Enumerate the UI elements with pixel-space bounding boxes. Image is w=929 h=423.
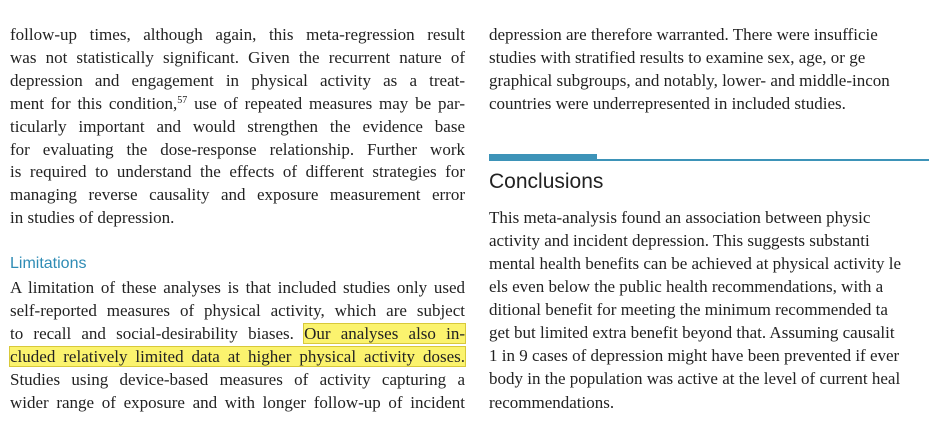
text-line: was not statistically significant. Given… bbox=[10, 48, 465, 67]
citation: 57 bbox=[177, 95, 188, 106]
text-line: activity and incident depression. This s… bbox=[489, 231, 870, 250]
text-line: depression are therefore warranted. Ther… bbox=[489, 25, 878, 44]
text-line: ticularly important and would strengthen… bbox=[10, 117, 465, 136]
text-line: studies with stratified results to exami… bbox=[489, 48, 866, 67]
text-line: to recall and social-desirability biases… bbox=[10, 323, 466, 345]
section-rule bbox=[597, 159, 929, 161]
text-line: els even below the public health recomme… bbox=[489, 277, 884, 296]
text-line: self-reported measures of physical activ… bbox=[10, 301, 465, 320]
text-line: mental health benefits can be achieved a… bbox=[489, 254, 902, 273]
text-line: graphical subgroups, and notably, lower-… bbox=[489, 71, 890, 90]
text-line: ment for this condition,57 use of repeat… bbox=[10, 93, 465, 115]
text-line: countries were underrepresented in inclu… bbox=[489, 94, 846, 113]
section-heading: Limitations bbox=[10, 255, 87, 272]
text: ment for this condition, bbox=[10, 94, 178, 113]
text-line: body in the population was active at the… bbox=[489, 369, 901, 388]
text-line: follow-up times, although again, this me… bbox=[10, 25, 465, 44]
text-line: ditional benefit for meeting the minimum… bbox=[489, 300, 888, 319]
text-line: cluded relatively limited data at higher… bbox=[9, 346, 466, 368]
text-line: Studies using device-based measures of a… bbox=[10, 370, 465, 389]
section-rule bbox=[489, 154, 597, 161]
highlighted-text: Our analyses also in- bbox=[303, 323, 466, 344]
text-line: This meta-analysis found an association … bbox=[489, 208, 871, 227]
text: use of repeated measures may be par- bbox=[194, 94, 466, 113]
text-line: in studies of depression. bbox=[10, 208, 175, 227]
text: to recall and social-desirability biases… bbox=[10, 324, 294, 343]
highlighted-text: cluded relatively limited data at higher… bbox=[9, 346, 466, 367]
text-line: 1 in 9 cases of depression might have be… bbox=[489, 346, 900, 365]
text-line: depression and engagement in physical ac… bbox=[10, 71, 465, 90]
text-line: wider range of exposure and with longer … bbox=[10, 393, 465, 412]
text-line: managing reverse causality and exposure … bbox=[10, 185, 465, 204]
text-line: is required to understand the effects of… bbox=[10, 162, 465, 181]
text-line: for evaluating the dose-response relatio… bbox=[10, 140, 465, 159]
section-heading: Conclusions bbox=[489, 170, 604, 193]
text-line: recommendations. bbox=[489, 393, 615, 412]
text-line: get but limited extra benefit beyond tha… bbox=[489, 323, 895, 342]
text-line: A limitation of these analyses is that i… bbox=[10, 278, 465, 297]
